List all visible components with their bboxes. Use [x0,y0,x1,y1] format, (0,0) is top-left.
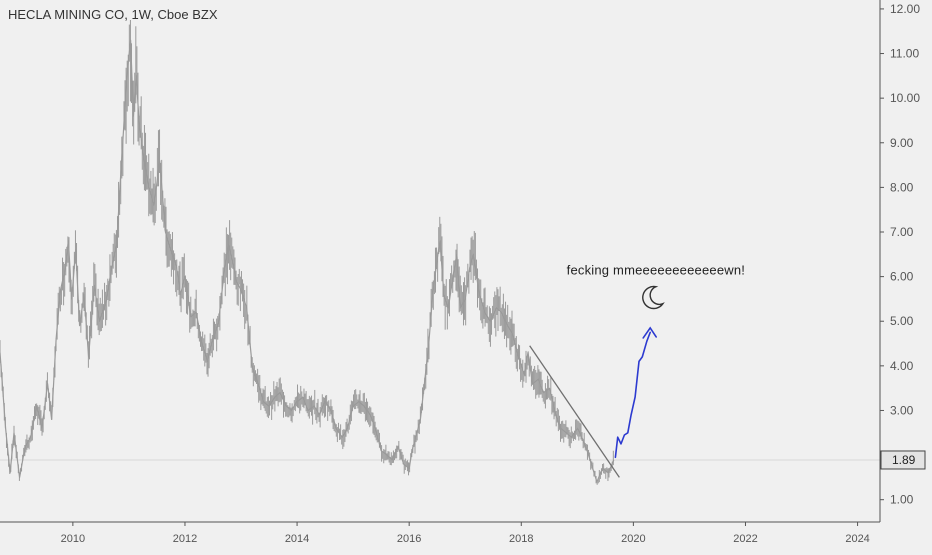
y-tick-label: 4.00 [890,359,914,373]
projection-arrow-head [642,326,657,339]
x-tick-label: 2022 [733,533,757,545]
projection-path [614,331,651,459]
x-tick-label: 2020 [621,533,645,545]
y-tick-label: 10.00 [890,91,920,105]
moon-icon [642,285,665,310]
annotation-text: fecking mmeeeeeeeeeeeewn! [567,263,745,278]
y-tick-label: 9.00 [890,136,914,150]
plot-area [0,20,880,485]
y-tick-label: 11.00 [890,47,919,61]
x-tick-label: 2018 [509,533,533,545]
x-tick-label: 2014 [285,533,309,545]
y-tick-label: 6.00 [890,270,914,284]
x-tick-label: 2010 [61,533,85,545]
trendline [529,345,620,478]
y-tick-label: 7.00 [890,225,914,239]
y-tick-label: 1.00 [890,493,914,507]
y-tick-label: 8.00 [890,180,914,194]
price-bars [0,20,614,485]
y-tick-label: 12.00 [890,2,920,16]
y-tick-label: 3.00 [890,403,914,417]
current-price-label: 1.89 [892,453,916,467]
x-tick-label: 2024 [845,533,869,545]
y-tick-label: 5.00 [890,314,914,328]
current-price-box [880,450,926,470]
x-tick-label: 2012 [173,533,197,545]
x-tick-label: 2016 [397,533,421,545]
axes: 12.00 11.00 10.00 9.00 8.00 7.00 6.00 5.00 4.00 3… [0,0,926,545]
chart-title: HECLA MINING CO, 1W, Cboe BZX [8,7,218,22]
